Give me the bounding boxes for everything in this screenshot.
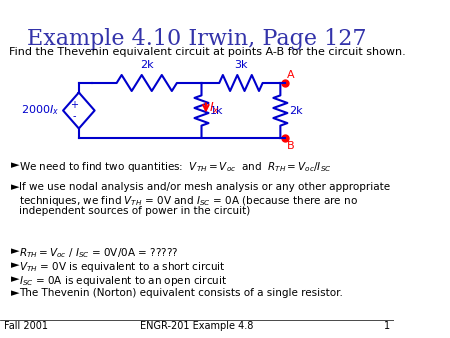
Text: ►: ►	[10, 246, 19, 256]
Text: ENGR-201 Example 4.8: ENGR-201 Example 4.8	[140, 321, 254, 331]
Text: Find the Thevenin equivalent circuit at points A-B for the circuit shown.: Find the Thevenin equivalent circuit at …	[9, 47, 405, 57]
Text: A: A	[288, 70, 295, 80]
Text: ►: ►	[10, 160, 19, 170]
Text: ►: ►	[10, 274, 19, 284]
Text: $I_x$: $I_x$	[209, 100, 220, 116]
Text: techniques, we find $V_{TH}$ = 0V and $I_{SC}$ = 0A (because there are no: techniques, we find $V_{TH}$ = 0V and $I…	[19, 194, 358, 208]
Text: Fall 2001: Fall 2001	[4, 321, 49, 331]
Text: ►: ►	[10, 260, 19, 270]
Text: +: +	[71, 100, 78, 111]
Text: 1k: 1k	[210, 105, 224, 116]
Text: The Thevenin (Norton) equivalent consists of a single resistor.: The Thevenin (Norton) equivalent consist…	[19, 288, 343, 298]
Text: ►: ►	[10, 182, 19, 192]
Text: If we use nodal analysis and/or mesh analysis or any other appropriate: If we use nodal analysis and/or mesh ana…	[19, 182, 391, 192]
Text: We need to find two quantities:  $V_{TH} = V_{oc}$  and  $R_{TH} = V_{oc}/I_{SC}: We need to find two quantities: $V_{TH} …	[19, 160, 332, 174]
Text: -: -	[73, 112, 76, 121]
Text: independent sources of power in the circuit): independent sources of power in the circ…	[19, 206, 251, 216]
Text: Example 4.10 Irwin, Page 127: Example 4.10 Irwin, Page 127	[27, 28, 367, 50]
Text: $R_{TH} = V_{oc}$ / $I_{SC}$ = 0V/0A = ?????: $R_{TH} = V_{oc}$ / $I_{SC}$ = 0V/0A = ?…	[19, 246, 179, 260]
Text: 2k: 2k	[140, 60, 153, 70]
Text: 1: 1	[384, 321, 390, 331]
Text: 2k: 2k	[289, 105, 303, 116]
Text: $V_{TH}$ = 0V is equivalent to a short circuit: $V_{TH}$ = 0V is equivalent to a short c…	[19, 260, 226, 274]
Text: ►: ►	[10, 288, 19, 298]
Text: $I_{SC}$ = 0A is equivalent to an open circuit: $I_{SC}$ = 0A is equivalent to an open c…	[19, 274, 227, 288]
Text: 3k: 3k	[234, 60, 248, 70]
Text: $2000I_x$: $2000I_x$	[21, 104, 59, 117]
Text: B: B	[288, 141, 295, 151]
